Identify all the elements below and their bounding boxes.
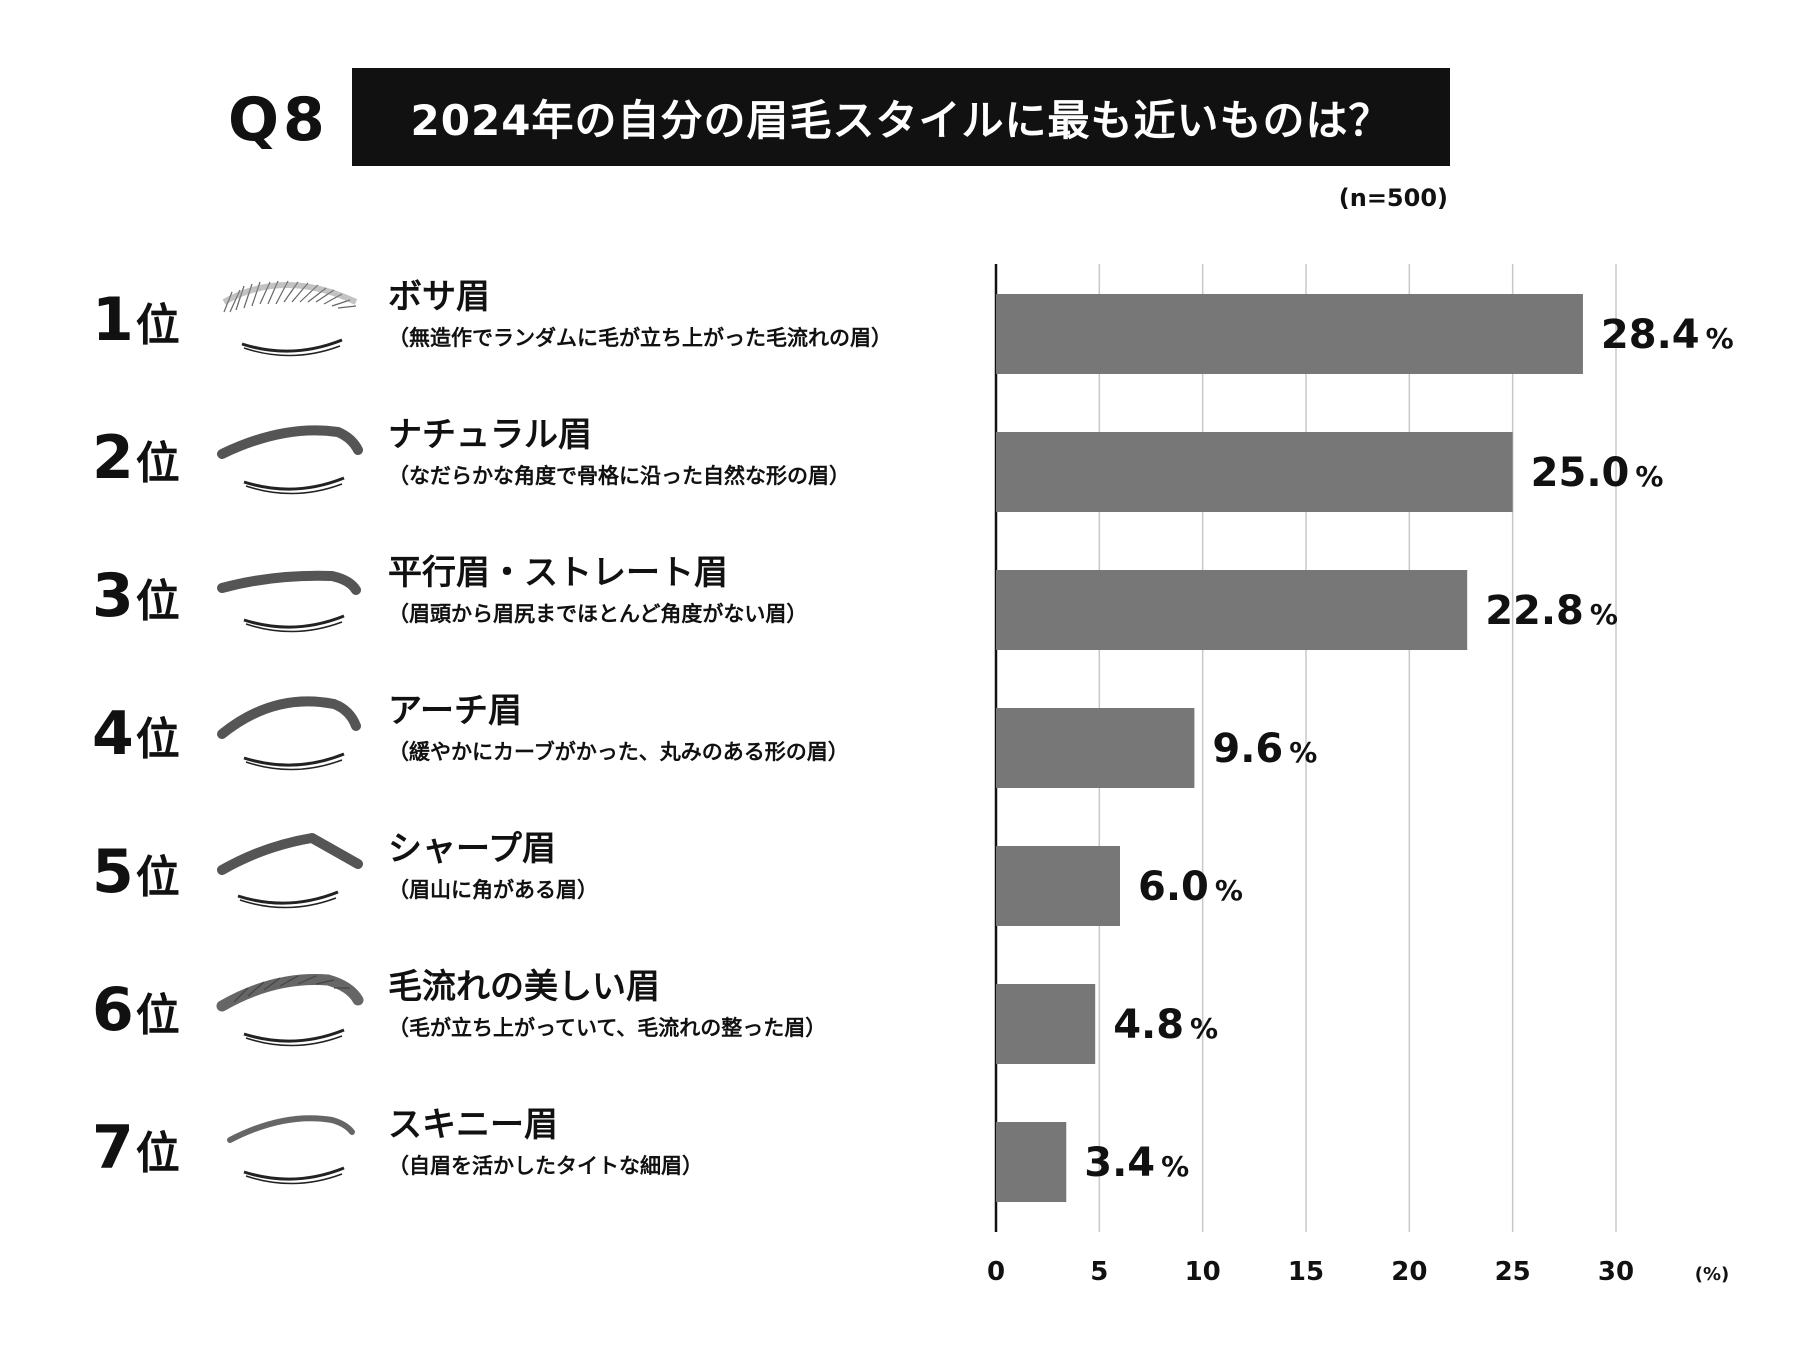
- style-name: スキニー眉: [388, 1105, 558, 1145]
- rank-label: 4位: [92, 699, 180, 769]
- style-description: （無造作でランダムに毛が立ち上がった毛流れの眉）: [388, 326, 892, 350]
- style-description: （緩やかにカーブがかった、丸みのある形の眉）: [388, 740, 849, 764]
- title-banner: 2024年の自分の眉毛スタイルに最も近いものは？: [352, 68, 1450, 166]
- bar-value-label: 6.0%: [1138, 864, 1243, 910]
- style-description: （眉山に角がある眉）: [388, 878, 598, 902]
- x-tick-label: 30: [1598, 1257, 1634, 1287]
- x-tick-label: 0: [987, 1257, 1005, 1287]
- rank-label: 2位: [92, 423, 180, 493]
- sample-size-note: (n=500): [1338, 184, 1448, 212]
- bushy-brow-icon: [222, 280, 358, 357]
- style-name: ナチュラル眉: [388, 415, 592, 455]
- rank-label: 6位: [92, 975, 180, 1045]
- skinny-brow-icon: [227, 1115, 355, 1185]
- ranking-row: 7位 スキニー眉 （自眉を活かしたタイトな細眉）: [0, 1100, 990, 1200]
- bar: [996, 1122, 1067, 1202]
- style-description: （なだらかな角度で骨格に沿った自然な形の眉）: [388, 464, 850, 488]
- bar: [996, 984, 1096, 1064]
- x-tick-label: 25: [1495, 1257, 1531, 1287]
- style-description: （毛が立ち上がっていて、毛流れの整った眉）: [388, 1016, 827, 1040]
- ranking-row: 5位 シャープ眉 （眉山に角がある眉）: [0, 824, 990, 924]
- style-description: （自眉を活かしたタイトな細眉）: [388, 1154, 703, 1178]
- x-tick-label: 5: [1090, 1257, 1108, 1287]
- x-tick-label: 10: [1185, 1257, 1221, 1287]
- bar-value-label: 3.4%: [1084, 1140, 1189, 1186]
- style-name: シャープ眉: [388, 829, 556, 869]
- rank-label: 3位: [92, 561, 180, 631]
- ranking-row: 1位 ボサ眉 （無造作でランダムに毛が立ち上がった毛流れの眉）: [0, 272, 990, 372]
- x-axis-unit-label: (%): [1695, 1264, 1730, 1285]
- style-description: （眉頭から眉尻までほとんど角度がない眉）: [388, 602, 808, 626]
- ranking-row: 4位 アーチ眉 （緩やかにカーブがかった、丸みのある形の眉）: [0, 686, 990, 786]
- ranking-row: 3位 平行眉・ストレート眉 （眉頭から眉尻までほとんど角度がない眉）: [0, 548, 990, 648]
- rank-label: 5位: [92, 837, 180, 907]
- natural-brow-icon: [217, 425, 363, 495]
- rank-label: 1位: [92, 285, 180, 355]
- bar-value-label: 28.4%: [1601, 312, 1734, 358]
- question-number: Q8: [228, 85, 329, 155]
- chart-title: 2024年の自分の眉毛スタイルに最も近いものは？: [410, 95, 1392, 145]
- arch-brow-icon: [217, 696, 361, 771]
- bar-value-label: 25.0%: [1531, 450, 1664, 496]
- rank-label: 7位: [92, 1113, 180, 1183]
- sharp-brow-icon: [217, 833, 363, 909]
- style-name: アーチ眉: [388, 691, 522, 731]
- bar: [996, 294, 1583, 374]
- x-tick-label: 20: [1391, 1257, 1427, 1287]
- style-name: ボサ眉: [388, 277, 490, 317]
- bar: [996, 570, 1468, 650]
- groomed-brow-icon: [216, 974, 364, 1047]
- style-name: 毛流れの美しい眉: [388, 967, 660, 1007]
- x-tick-label: 15: [1288, 1257, 1324, 1287]
- bar: [996, 846, 1120, 926]
- ranking-row: 2位 ナチュラル眉 （なだらかな角度で骨格に沿った自然な形の眉）: [0, 410, 990, 510]
- style-name: 平行眉・ストレート眉: [388, 553, 728, 593]
- ranking-row: 6位 毛流れの美しい眉 （毛が立ち上がっていて、毛流れの整った眉）: [0, 962, 990, 1062]
- bar-value-label: 9.6%: [1212, 726, 1317, 772]
- bar-value-label: 4.8%: [1113, 1002, 1218, 1048]
- bar: [996, 432, 1513, 512]
- bar-value-label: 22.8%: [1485, 588, 1618, 634]
- straight-brow-icon: [217, 570, 361, 633]
- bar: [996, 708, 1195, 788]
